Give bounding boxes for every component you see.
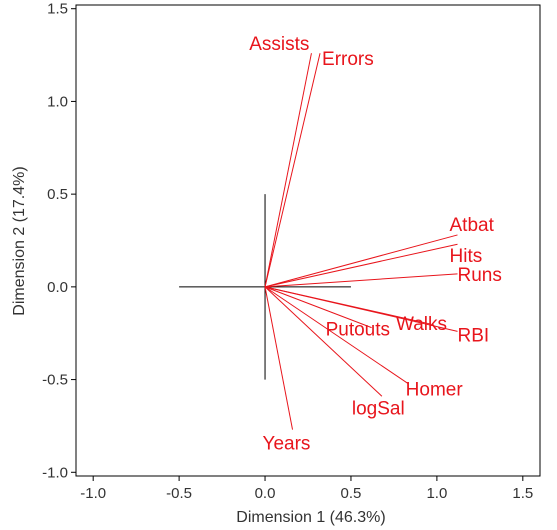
vector-errors (264, 53, 321, 287)
vector-label-rbi: RBI (458, 325, 490, 346)
x-tick-label: 0.0 (255, 485, 276, 502)
vector-homer (264, 286, 408, 384)
vector-label-putouts: Putouts (326, 320, 390, 341)
vector-rbi (264, 286, 458, 332)
x-axis-ticks: -1.0 -0.5 0.0 0.5 1.0 1.5 (80, 476, 533, 502)
vector-label-walks: Walks (396, 314, 447, 335)
vector-years (264, 286, 294, 430)
vector-hits (264, 243, 458, 288)
y-axis-ticks: 1.5 1.0 0.5 0.0 -0.5 -1.0 (42, 1, 76, 481)
vector-putouts (264, 286, 372, 329)
x-tick-label: 0.5 (341, 485, 362, 502)
vector-label-runs: Runs (458, 265, 502, 286)
vector-label-assists: Assists (249, 34, 309, 55)
y-tick-label: 1.0 (47, 93, 68, 110)
vector-label-homer: Homer (406, 379, 464, 400)
plot-frame (75, 4, 541, 477)
x-tick-label: 1.0 (426, 485, 447, 502)
y-tick-label: -1.0 (42, 464, 68, 481)
y-tick-label: 0.0 (47, 279, 68, 296)
x-tick-label: -1.0 (80, 485, 106, 502)
vector-label-logsal: logSal (352, 398, 405, 419)
x-axis-title: Dimension 1 (46.3%) (236, 509, 385, 526)
vector-label-years: Years (263, 434, 311, 455)
x-tick-label: 1.5 (512, 485, 533, 502)
vector-runs (265, 273, 458, 288)
vector-label-hits: Hits (450, 246, 483, 267)
y-tick-label: -0.5 (42, 372, 68, 389)
x-tick-label: -0.5 (166, 485, 192, 502)
vector-logsal (264, 286, 383, 397)
vector-label-errors: Errors (322, 49, 374, 70)
y-tick-label: 1.5 (47, 1, 68, 18)
y-tick-label: 0.5 (47, 186, 68, 203)
y-axis-title: Dimension 2 (17.4%) (11, 166, 28, 315)
vector-assists (264, 53, 312, 287)
vector-series (264, 53, 458, 430)
vector-atbat (264, 234, 458, 288)
vector-label-atbat: Atbat (450, 215, 495, 236)
